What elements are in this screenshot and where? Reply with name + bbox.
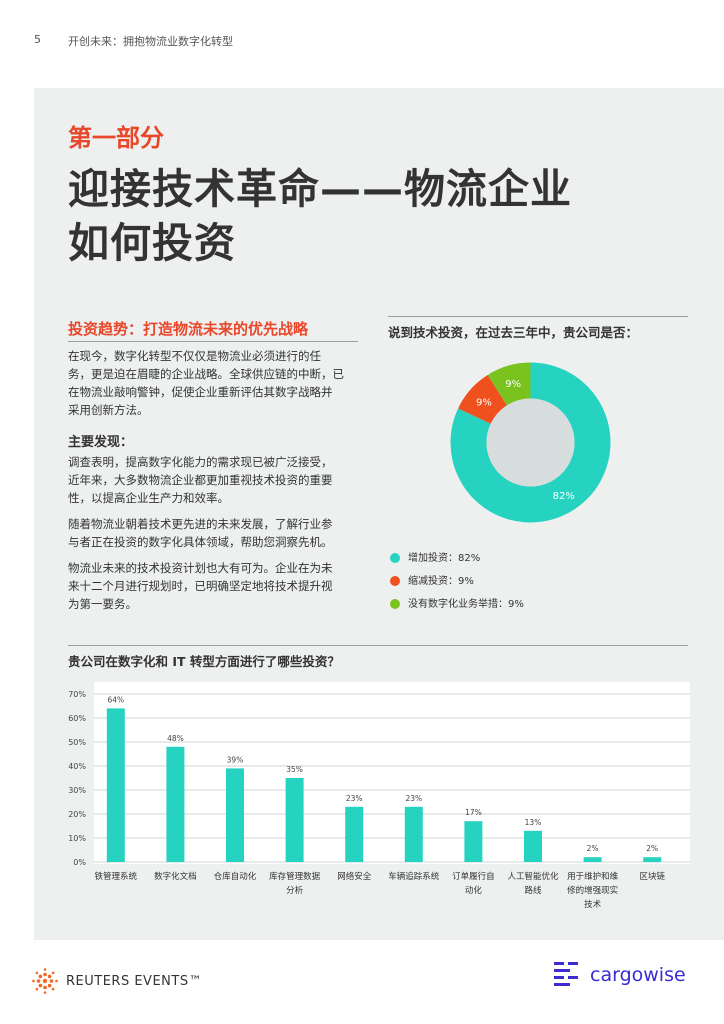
x-tick-label: 人工智能优化	[507, 871, 559, 882]
title-line-1: 迎接技术革命——物流企业	[68, 165, 572, 213]
legend-item-increase: 增加投资：82%	[390, 549, 480, 564]
legend-item-none: 没有数字化业务举措：9%	[390, 595, 524, 610]
donut-chart: 82% 9% 9%	[450, 362, 611, 523]
legend-item-decrease: 缩减投资：9%	[390, 572, 474, 587]
y-tick-label: 50%	[68, 738, 86, 747]
intro-line: 在现今，数字化转型不仅仅是物流业必须进行的任	[68, 349, 321, 363]
bar-value-label: 2%	[587, 844, 599, 853]
x-tick-label: 库存管理数据	[269, 871, 321, 882]
bar	[524, 830, 542, 862]
legend-label: 没有数字化业务举措：9%	[408, 599, 524, 610]
bar-value-label: 35%	[286, 765, 303, 774]
donut-value-label: 82%	[553, 491, 575, 502]
bar-value-label: 23%	[346, 794, 363, 803]
cargowise-label: cargowise	[590, 964, 686, 986]
bar	[106, 708, 125, 862]
legend-label: 缩减投资：9%	[408, 576, 474, 587]
bar	[404, 806, 423, 862]
donut-slice	[487, 362, 531, 406]
p2-line: 随着物流业朝着技术更先进的未来发展，了解行业参	[68, 517, 333, 531]
page-title: 迎接技术革命——物流企业 如何投资	[68, 162, 688, 270]
bar	[285, 778, 304, 862]
bar-value-label: 23%	[405, 794, 422, 803]
reuters-label: REUTERS EVENTS™	[66, 973, 203, 989]
title-line-2: 如何投资	[68, 219, 236, 267]
running-title: 开创未来：拥抱物流业数字化转型	[68, 35, 233, 48]
bar	[345, 806, 364, 862]
legend-swatch	[390, 599, 400, 609]
p2-line: 与者正在投资的数字化具体领域，帮助您洞察先机。	[68, 535, 333, 549]
p1-line: 性，以提高企业生产力和效率。	[68, 491, 229, 505]
x-tick-label: 订单履行自	[452, 871, 495, 882]
x-tick-label: 技术	[584, 899, 602, 910]
bar	[643, 857, 662, 862]
legend-label: 增加投资：82%	[408, 553, 481, 564]
intro-line: 在物流业敲响警钟，促使企业重新评估其数字战略并	[68, 385, 333, 399]
intro-line: 务，更是迫在眉睫的企业战略。全球供应链的中断，已	[68, 367, 344, 381]
y-tick-label: 70%	[68, 690, 86, 699]
x-tick-label: 修的增强现实	[567, 885, 618, 896]
x-tick-label: 路线	[524, 885, 542, 896]
trend-rule	[68, 341, 358, 342]
x-tick-label: 区块链	[639, 871, 665, 882]
donut-top-rule	[388, 316, 688, 317]
x-tick-label: 仓库自动化	[214, 871, 257, 882]
bar	[166, 746, 185, 862]
donut-slice	[450, 362, 611, 523]
bar-question: 贵公司在数字化和 IT 转型方面进行了哪些投资？	[68, 654, 340, 669]
top-header: 5 开创未来：拥抱物流业数字化转型	[0, 0, 724, 88]
intro-paragraph: 在现今，数字化转型不仅仅是物流业必须进行的任 务，更是迫在眉睫的企业战略。全球供…	[68, 347, 358, 419]
p3-line: 物流业未来的技术投资计划也大有可为。企业在为未	[68, 561, 333, 575]
bar-value-label: 2%	[646, 844, 658, 853]
bar-value-label: 64%	[107, 695, 124, 704]
findings-paragraph-1: 调查表明，提高数字化能力的需求现已被广泛接受， 近年来，大多数物流企业都更加重视…	[68, 453, 358, 507]
p3-line: 来十二个月进行规划时，已明确坚定地将技术提升视	[68, 579, 333, 593]
bar-chart: 0% 10% 20% 30% 40% 50% 60% 70% 64% 48% 39% 35% 23% 2…	[68, 682, 690, 910]
p1-line: 近年来，大多数物流企业都更加重视技术投资的重要	[68, 473, 333, 487]
x-tick-label: 分析	[286, 885, 304, 896]
reuters-logo: REUTERS EVENTS™	[32, 968, 202, 994]
donut-value-label: 9%	[476, 397, 492, 408]
findings-paragraph-3: 物流业未来的技术投资计划也大有可为。企业在为未 来十二个月进行规划时，已明确坚定…	[68, 559, 358, 613]
reuters-dots-icon	[32, 968, 58, 994]
p1-line: 调查表明，提高数字化能力的需求现已被广泛接受，	[68, 455, 333, 469]
p3-line: 为第一要务。	[68, 597, 137, 611]
part-label: 第一部分	[68, 124, 164, 152]
legend-swatch	[390, 576, 400, 586]
y-tick-label: 30%	[68, 786, 86, 795]
y-tick-label: 10%	[68, 834, 86, 843]
bar-value-label: 17%	[465, 808, 482, 817]
donut-value-label: 9%	[505, 379, 521, 390]
x-tick-label: 数字化文档	[154, 871, 197, 882]
x-tick-label: 动化	[465, 885, 483, 896]
bar	[226, 768, 244, 862]
donut-question: 说到技术投资，在过去三年中，贵公司是否：	[388, 325, 639, 340]
bar	[583, 857, 602, 862]
intro-line: 采用创新方法。	[68, 403, 149, 417]
cargowise-bars-icon	[554, 962, 578, 986]
bar-value-label: 39%	[227, 755, 244, 764]
cargowise-logo: cargowise	[552, 958, 686, 992]
plot-area	[94, 682, 690, 864]
bar-value-label: 48%	[167, 734, 184, 743]
x-tick-label: 网络安全	[337, 871, 372, 882]
findings-heading: 主要发现：	[68, 435, 134, 450]
y-tick-label: 60%	[68, 714, 86, 723]
y-tick-label: 40%	[68, 762, 86, 771]
footer	[0, 940, 724, 1024]
legend-swatch	[390, 553, 400, 563]
donut-hole	[486, 398, 575, 487]
bar-value-label: 13%	[525, 818, 542, 827]
findings-paragraph-2: 随着物流业朝着技术更先进的未来发展，了解行业参 与者正在投资的数字化具体领域，帮…	[68, 515, 358, 551]
x-tick-label: 车辆追踪系统	[388, 871, 440, 882]
trend-heading: 投资趋势：打造物流未来的优先战略	[68, 320, 309, 338]
y-tick-label: 0%	[73, 858, 86, 867]
bar	[464, 821, 483, 862]
x-tick-label: 用于维护和维	[567, 871, 619, 882]
x-tick-label: 铁管理系统	[95, 871, 138, 882]
page-number: 5	[34, 33, 41, 46]
donut-slice	[458, 374, 507, 424]
bar-top-rule	[68, 645, 688, 646]
y-tick-label: 20%	[68, 810, 86, 819]
